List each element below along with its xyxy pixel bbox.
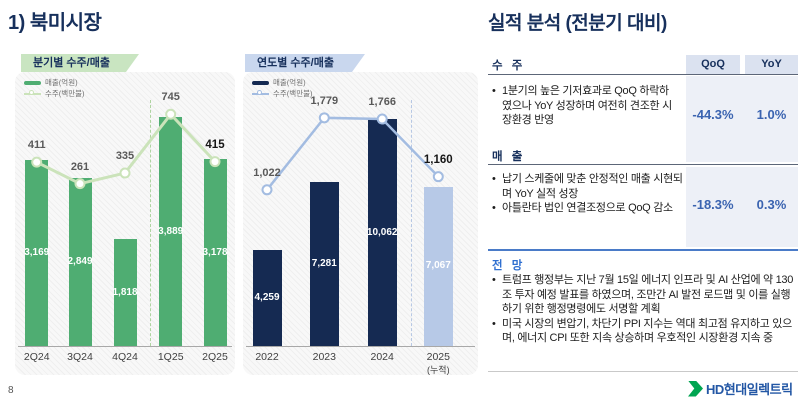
bar (309, 181, 339, 346)
line-point-label: 1,160 (423, 153, 453, 166)
divider (488, 74, 798, 75)
legend-item-orders: 수주(백만불) (252, 88, 313, 99)
column-header-qoq: QoQ (686, 55, 740, 74)
section-heading-outlook: 전 망 (492, 260, 526, 272)
bar-value-label: 7,067 (425, 260, 451, 272)
forecast-separator-line (150, 100, 151, 346)
bar-value-label: 3,178 (202, 246, 228, 258)
bar-value-label: 3,169 (24, 246, 50, 258)
orders-swatch (252, 90, 269, 95)
orders-swatch (24, 90, 41, 95)
analysis-title: 실적 분석 (전분기 대비) (488, 13, 667, 34)
orders-value-column-bg (686, 76, 798, 162)
category-label: 2Q24 (23, 351, 50, 363)
legend-item-orders: 수주(백만불) (24, 88, 85, 99)
line-point-label: 335 (115, 150, 135, 163)
category-label: 3Q24 (67, 351, 93, 363)
hd-hyundai-arrow-icon (688, 380, 703, 397)
line-marker (432, 171, 444, 183)
category-label: 2022 (255, 351, 279, 363)
bar-value-label: 4,259 (254, 291, 280, 303)
category-label: 4Q24 (112, 351, 138, 363)
x-axis (18, 346, 232, 347)
line-point-label: 1,766 (368, 96, 396, 109)
category-note: (누적) (427, 365, 450, 375)
category-label: 2023 (312, 351, 336, 363)
bar (252, 249, 282, 346)
revenue-bullets: 납기 스케줄에 맞춘 안정적인 매출 시현되며 YoY 실적 성장 아틀란타 법… (492, 172, 692, 216)
revenue-yoy-value: 0.3% (756, 197, 787, 212)
bar-value-label: 1,818 (112, 286, 138, 298)
outlook-divider (488, 249, 798, 251)
bar-value-label: 3,889 (158, 225, 184, 237)
line-marker (318, 112, 330, 124)
bar (68, 178, 92, 346)
yearly-chart-tag: 연도별 수주/매출 (245, 54, 365, 72)
footer-divider (488, 371, 798, 372)
company-logo: HD현대일렉트릭 (688, 379, 793, 398)
orders-yoy-value: 1.0% (756, 107, 787, 122)
line-point-label: 415 (205, 138, 225, 151)
company-logo-text: HD현대일렉트릭 (706, 382, 793, 397)
page-title: 1) 북미시장 (8, 12, 102, 34)
quarterly-chart-tag: 분기별 수주/매출 (21, 54, 139, 72)
bar (113, 239, 137, 346)
revenue-qoq-value: -18.3% (692, 197, 734, 212)
forecast-separator-line (411, 100, 412, 346)
legend: 매출(억원) 수주(백만불) (24, 77, 85, 99)
category-label: 1Q25 (157, 351, 184, 363)
x-axis (246, 346, 475, 347)
line-point-label: 1,779 (310, 94, 339, 107)
column-header-yoy: YoY (745, 55, 798, 74)
bar-value-label: 2,849 (67, 256, 93, 268)
bar (203, 159, 227, 346)
divider (488, 164, 798, 165)
section-heading-revenue: 매 출 (492, 151, 526, 163)
page-number: 8 (8, 385, 14, 396)
section-heading-orders: 수 주 (492, 60, 526, 72)
bar-value-label: 7,281 (311, 257, 337, 269)
outlook-bullets: 트럼프 행정부는 지난 7월 15일 에너지 인프라 및 AI 산업에 약 13… (492, 273, 798, 346)
bar (423, 186, 453, 346)
legend-label: 매출(억원) (45, 78, 78, 87)
category-label: 2025 (누적) (413, 351, 463, 376)
legend-label: 수주(백만불) (45, 89, 85, 98)
orders-bullets: 1분기의 높은 기저효과로 QoQ 하락하였으나 YoY 성장하며 여전히 견조… (492, 84, 678, 128)
category-label: 2024 (370, 351, 394, 363)
legend-item-revenue: 매출(억원) (24, 77, 85, 88)
revenue-swatch (252, 80, 269, 85)
bullet: 미국 시장의 변압기, 차단기 PPI 지수는 역대 최고점 유지하고 있으며,… (492, 317, 798, 346)
yearly-chart: 매출(억원) 수주(백만불) 4,259 2022 7,281 2023 10,062 2… (243, 72, 478, 375)
legend-label: 수주(백만불) (273, 89, 313, 98)
bullet: 아틀란타 법인 연결조정으로 QoQ 감소 (492, 201, 692, 216)
legend-label: 매출(억원) (273, 78, 306, 87)
revenue-swatch (24, 80, 41, 85)
line-point-label: 745 (161, 91, 180, 104)
bullet: 납기 스케줄에 맞춘 안정적인 매출 시현되며 YoY 실적 성장 (492, 172, 692, 201)
category-label: 2Q25 (202, 351, 228, 363)
line-point-label: 261 (70, 160, 90, 173)
line-marker (261, 184, 273, 196)
bar (25, 159, 49, 346)
legend-item-revenue: 매출(억원) (252, 77, 313, 88)
line-marker (119, 167, 131, 179)
line-point-label: 411 (27, 139, 46, 152)
orders-qoq-value: -44.3% (692, 107, 734, 122)
legend: 매출(억원) 수주(백만불) (252, 77, 313, 99)
bar-value-label: 10,062 (366, 226, 398, 238)
line-point-label: 1,022 (253, 166, 281, 179)
bullet: 1분기의 높은 기저효과로 QoQ 하락하였으나 YoY 성장하며 여전히 견조… (492, 84, 678, 128)
bullet: 트럼프 행정부는 지난 7월 15일 에너지 인프라 및 AI 산업에 약 13… (492, 273, 798, 317)
quarterly-chart: 매출(억원) 수주(백만불) 3,169 2Q24 2,849 3Q24 1,818 4Q… (15, 72, 235, 375)
revenue-value-column-bg (686, 167, 798, 247)
